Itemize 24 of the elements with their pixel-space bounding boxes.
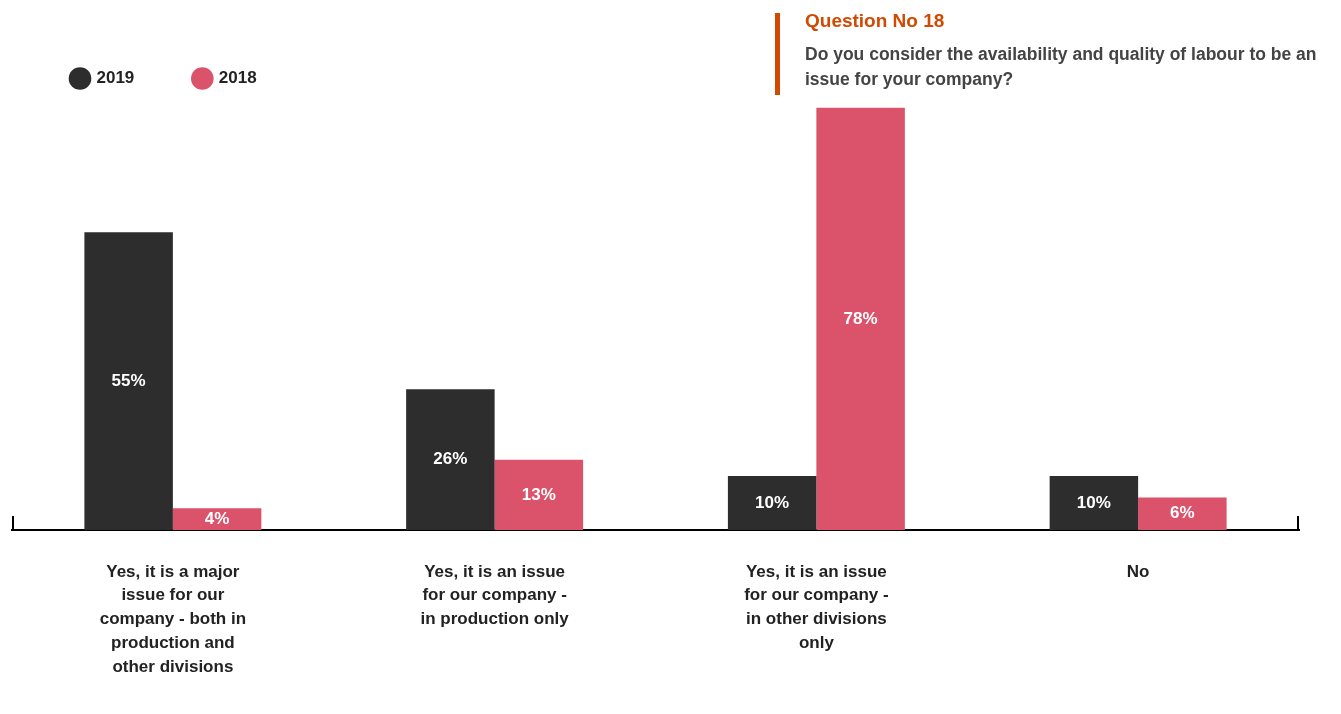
bar: [494, 459, 584, 530]
data-label: 10%: [755, 492, 790, 512]
bar: [1138, 497, 1227, 530]
data-label: 6%: [1170, 503, 1195, 523]
bar: [1049, 475, 1139, 530]
bar: [84, 232, 173, 530]
bar: [816, 107, 905, 530]
bar: [172, 508, 262, 530]
legend-label: 2018: [218, 68, 257, 88]
chart-title: Question No 18: [805, 10, 946, 32]
x-tick-label: Yes, it is an issue for our company - in other divisions only: [744, 561, 889, 652]
data-label: 13%: [521, 484, 556, 504]
x-tick-label: Yes, it is an issue for our company - in production only: [420, 561, 570, 629]
data-label: 55%: [111, 370, 146, 390]
x-tick-label: No: [1126, 561, 1150, 581]
legend-label: 2019: [96, 68, 135, 88]
bar: [727, 475, 817, 530]
chart-subtitle: Do you consider the availability and quality of labour to be an issue for your company?: [805, 43, 1318, 91]
x-tick-label: Yes, it is a major issue for our company - both in production and other divisions: [99, 561, 247, 676]
data-label: 10%: [1076, 492, 1111, 512]
data-label: 26%: [433, 449, 468, 469]
data-label: 78%: [843, 308, 878, 328]
bar: [406, 389, 495, 530]
data-label: 4%: [204, 508, 230, 528]
